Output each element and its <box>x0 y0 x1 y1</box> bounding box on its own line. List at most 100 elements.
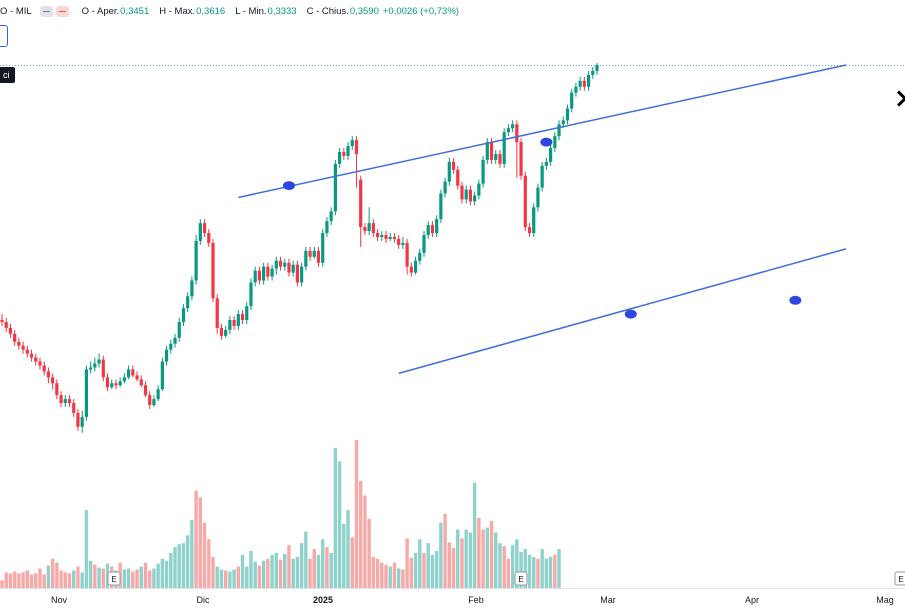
change-value: +0,0026 (+0,73%) <box>382 5 459 17</box>
settings-icon[interactable] <box>55 5 69 17</box>
volume-bar <box>316 554 321 588</box>
volume-bar <box>59 570 63 588</box>
volume-bar <box>291 558 295 588</box>
x-tick-label: Feb <box>468 595 484 605</box>
candle <box>405 242 409 267</box>
volume-bar <box>337 461 342 588</box>
candle <box>105 377 110 388</box>
candle <box>511 124 515 129</box>
volume-bar <box>401 569 405 588</box>
candle <box>84 369 88 417</box>
candle <box>202 223 207 234</box>
candle <box>17 341 21 346</box>
close-value: 0,3590 <box>349 5 379 17</box>
x-axis: Nov Dic 2025 Feb Mar Apr Mag <box>51 595 894 605</box>
volume-bar <box>232 569 236 588</box>
volume-bar <box>481 529 485 588</box>
candle <box>582 80 586 87</box>
earnings-marker <box>894 571 905 586</box>
candle <box>101 359 105 378</box>
candle <box>553 136 557 149</box>
hide-icon[interactable] <box>39 5 53 17</box>
candle <box>367 223 371 232</box>
collapse-button[interactable] <box>0 25 8 47</box>
candle <box>595 65 599 71</box>
candle <box>295 264 299 283</box>
volume-bar <box>519 551 523 588</box>
candle <box>536 187 540 208</box>
volume-bar <box>253 561 257 588</box>
volume-bar <box>380 562 384 588</box>
candle <box>392 236 397 239</box>
candle <box>190 280 194 297</box>
volume-bar <box>295 556 300 588</box>
candle <box>287 262 291 273</box>
candle <box>160 361 164 390</box>
volume-bar <box>236 566 241 588</box>
candle <box>194 240 198 281</box>
volume-bar <box>50 558 55 588</box>
candle <box>544 161 548 166</box>
candle <box>380 235 384 237</box>
volume-bar <box>388 566 392 588</box>
volume-bar <box>464 529 468 588</box>
close-label: C - Chius. <box>306 5 349 17</box>
volume-bar <box>494 532 498 588</box>
volume-bar <box>228 571 232 588</box>
volume-bar <box>21 572 25 588</box>
volume-bar <box>46 565 51 588</box>
volume-bar <box>396 568 401 588</box>
candle <box>110 383 114 388</box>
candle <box>430 225 435 234</box>
candle <box>447 161 451 182</box>
volume-bar <box>245 566 249 588</box>
volume-bar <box>430 554 435 588</box>
trendlines[interactable] <box>238 64 905 375</box>
volume-bar <box>477 517 481 588</box>
candle <box>591 70 595 75</box>
candle <box>401 242 405 245</box>
trendline-anchor <box>540 137 553 147</box>
volume-bar <box>190 519 194 588</box>
earnings-marker-label: E <box>111 575 116 584</box>
volume-bar <box>219 569 224 588</box>
trendline-lower <box>398 248 847 375</box>
candle <box>152 399 156 406</box>
volume-bar <box>63 572 67 588</box>
candle <box>477 183 481 196</box>
open-label: O - Aper. <box>81 5 120 17</box>
candle <box>515 124 519 143</box>
candle <box>25 349 29 354</box>
x-tick-label: Dic <box>197 595 210 605</box>
candle <box>350 140 354 147</box>
volume-bar <box>308 558 312 588</box>
volume-bar <box>498 543 502 588</box>
candle <box>316 250 321 263</box>
symbol-label[interactable]: O - MIL <box>0 5 32 17</box>
candle <box>304 250 308 267</box>
candle <box>291 264 295 273</box>
x-tick-label: 2025 <box>313 595 333 605</box>
volume-bar <box>451 548 456 588</box>
candle <box>270 268 274 277</box>
volume-bar <box>164 560 169 588</box>
x-tick-label: Apr <box>745 595 759 605</box>
candle <box>338 151 342 164</box>
volume-bar <box>418 539 422 588</box>
indicator-tag: ci <box>0 67 15 83</box>
volume-bar <box>97 567 101 588</box>
candle <box>262 266 266 281</box>
volume-bar <box>510 545 515 588</box>
candle <box>89 367 93 370</box>
volume-bar <box>126 568 131 588</box>
candle <box>76 412 80 427</box>
candle <box>443 181 447 194</box>
candle <box>557 124 561 137</box>
candle <box>456 169 460 186</box>
candle <box>464 189 468 200</box>
candle <box>473 195 477 202</box>
volume-bar <box>540 549 544 588</box>
volume-bar <box>80 572 84 588</box>
